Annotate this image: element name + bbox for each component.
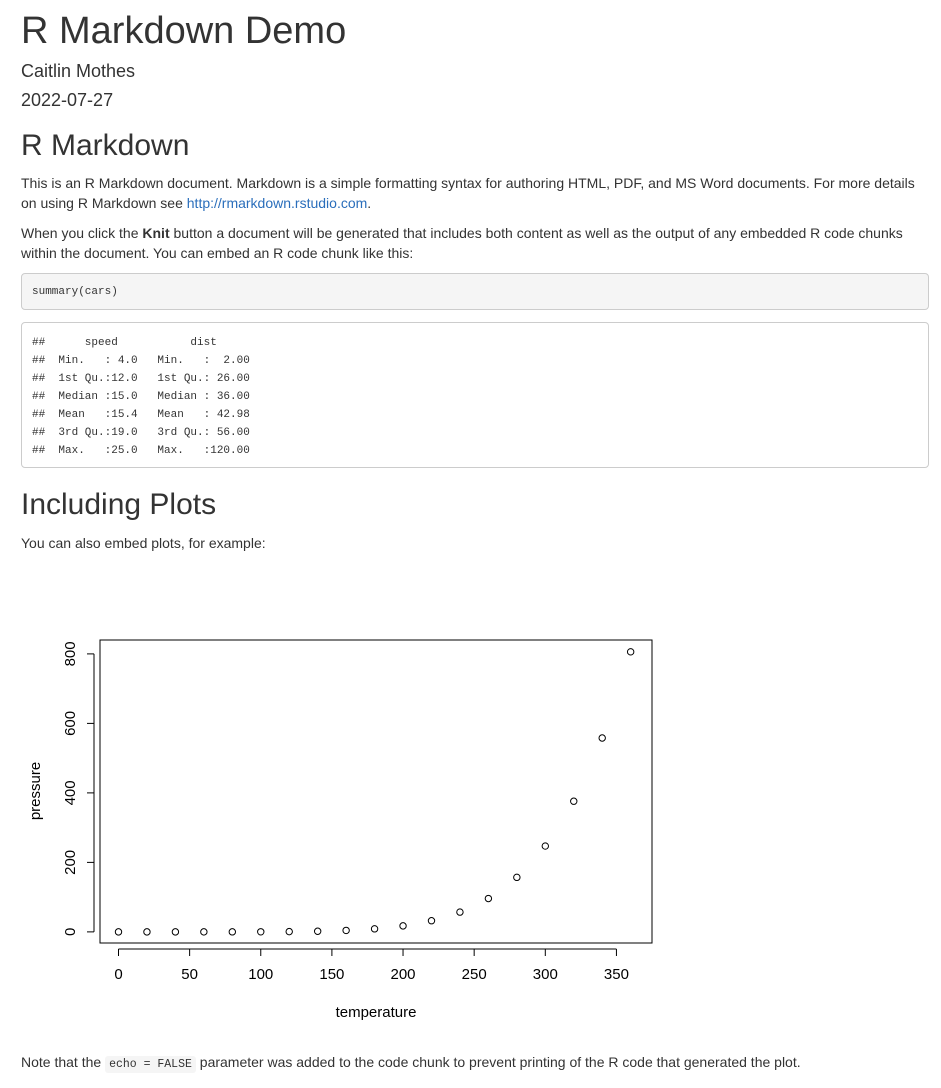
pressure-plot: temperature pressure 0 50 100 150 200 250 300 3… [21,560,693,1045]
x-tick-label: 100 [248,966,273,983]
data-point [370,925,379,933]
code-input-block: summary(cars) [21,273,929,310]
intro-paragraph: This is an R Markdown document. Markdown… [21,173,921,213]
intro-text: This is an R Markdown document. Markdown… [21,175,915,211]
data-point [171,928,180,936]
y-tick-label: 400 [62,780,79,805]
data-point [570,797,578,805]
output-line: ## Median :15.0 Median : 36.00 [32,391,264,403]
data-point [427,917,436,925]
x-axis-label: temperature [336,1004,417,1021]
note-paragraph: Note that the echo = FALSE parameter was… [21,1052,921,1075]
x-tick-label: 0 [114,966,122,983]
y-tick-label: 600 [62,711,79,736]
output-line: ## speed dist [32,337,264,349]
x-tick-label: 200 [391,966,416,983]
data-point [456,908,464,916]
y-tick-label: 800 [62,641,79,666]
code-output-block: ## speed dist ## Min. : 4.0 Min. : 2.00 … [21,322,929,468]
x-tick-label: 50 [181,966,198,983]
data-point [257,928,265,936]
data-point [541,842,549,850]
data-point [484,894,493,903]
data-point [200,928,208,936]
note-text-before: Note that the [21,1054,106,1070]
data-point [513,873,521,882]
scatter-plot-svg: temperature pressure 0 50 100 150 200 250 300 3… [27,639,653,1021]
x-tick-label: 350 [604,966,629,983]
y-axis: 0 200 400 600 800 [62,641,95,936]
knit-bold: Knit [142,225,170,241]
section-heading-including-plots: Including Plots [21,488,217,521]
knit-text-after: button a document will be generated that… [21,225,903,261]
x-tick-label: 300 [533,966,558,983]
data-point [143,928,151,936]
knit-text-before: When you click the [21,225,143,241]
x-axis: 0 50 100 150 200 250 300 350 [114,948,629,983]
date: 2022-07-27 [21,90,114,110]
intro-end: . [367,195,372,211]
plots-paragraph: You can also embed plots, for example: [21,535,266,551]
section-heading-r-markdown: R Markdown [21,129,190,162]
author: Caitlin Mothes [21,61,136,81]
knit-paragraph: When you click the Knit button a documen… [21,223,921,263]
rmarkdown-link[interactable]: http://rmarkdown.rstudio.com [186,195,368,211]
y-axis-label: pressure [27,762,44,820]
y-tick-label: 0 [62,928,79,936]
data-point [626,648,635,656]
data-point [228,928,237,936]
x-tick-label: 150 [319,966,344,983]
echo-false-code: echo = FALSE [105,1056,196,1073]
output-line: ## 3rd Qu.:19.0 3rd Qu.: 56.00 [32,427,264,439]
output-line: ## Max. :25.0 Max. :120.00 [32,445,264,457]
data-point [313,927,322,935]
data-points [114,648,635,936]
page-title: R Markdown Demo [21,10,347,52]
plot-box [99,639,653,944]
data-point [598,734,606,742]
data-point [399,922,407,930]
output-line: ## Mean :15.4 Mean : 42.98 [32,409,264,421]
output-line: ## Min. : 4.0 Min. : 2.00 [32,355,264,367]
data-point [285,927,293,936]
y-tick-label: 200 [62,850,79,875]
output-line: ## 1st Qu.:12.0 1st Qu.: 26.00 [32,373,264,385]
data-point [114,928,123,936]
data-point [342,926,350,935]
note-text-after: parameter was added to the code chunk to… [195,1054,801,1070]
x-tick-label: 250 [462,966,487,983]
